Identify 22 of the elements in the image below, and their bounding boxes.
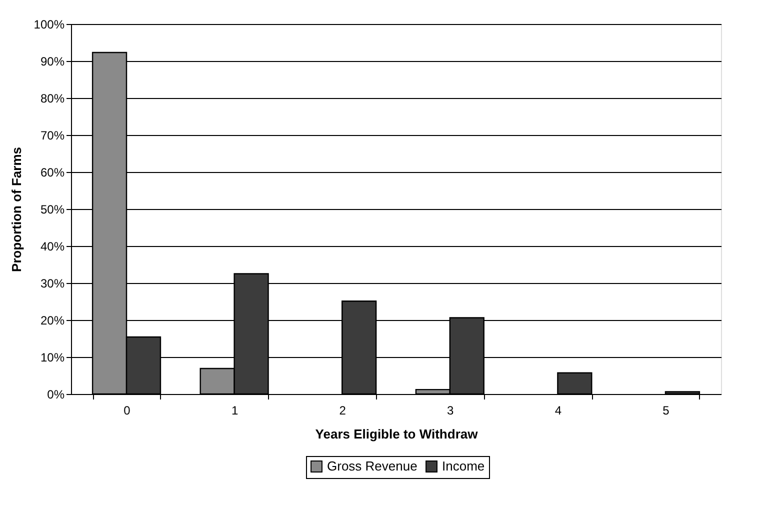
x-tick-label: 5 [662, 404, 670, 418]
y-tick-label: 70% [40, 128, 65, 142]
y-tick-label: 20% [40, 314, 65, 328]
x-tick-label: 1 [231, 404, 238, 418]
y-tick-label: 0% [47, 388, 65, 402]
y-tick-label: 30% [40, 276, 65, 290]
legend-label: Income [442, 458, 485, 474]
x-tick-label: 2 [339, 404, 346, 418]
y-tick-label: 90% [40, 54, 65, 68]
y-tick-label: 100% [34, 18, 65, 32]
y-tick-label: 10% [40, 350, 65, 364]
y-axis-title: Proportion of Farms [8, 147, 24, 272]
y-tick-label: 80% [40, 92, 65, 106]
x-tick-label: 4 [554, 404, 562, 418]
x-tick-label: 3 [447, 404, 454, 418]
x-axis-title: Years Eligible to Withdraw [315, 426, 479, 442]
y-tick-label: 40% [40, 240, 65, 254]
x-tick-label: 0 [124, 404, 131, 418]
y-tick-label: 60% [40, 166, 65, 180]
y-tick-label: 50% [40, 202, 65, 216]
legend-label: Gross Revenue [327, 458, 418, 474]
bar [557, 372, 592, 395]
